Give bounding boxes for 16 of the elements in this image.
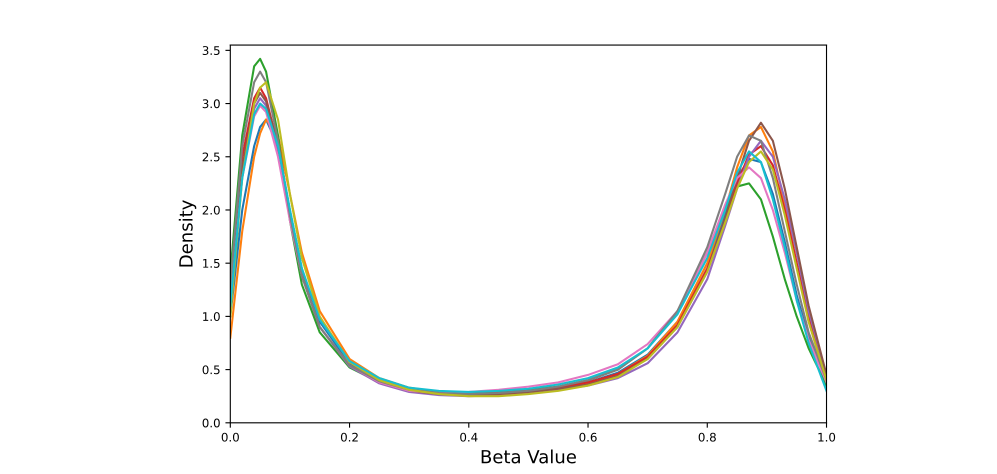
y-tick-label: 2.5: [202, 152, 220, 162]
x-tick-label: 0.8: [698, 432, 716, 442]
y-tick-label: 0.0: [202, 418, 220, 428]
y-tick-label: 2.0: [202, 206, 220, 215]
x-tick-label: 0.6: [579, 432, 597, 442]
y-tick-label: 3.5: [202, 46, 220, 56]
x-tick-label: 0.2: [340, 432, 358, 442]
x-axis-title: Beta Value: [482, 450, 576, 464]
x-tick-label: 0.0: [222, 432, 239, 442]
y-tick-label: 1.0: [203, 312, 220, 322]
y-tick-label: 3.0: [202, 99, 220, 108]
y-axis-title: Density: [178, 200, 196, 266]
x-tick-label: 1.0: [818, 432, 836, 442]
y-tick-label: 0.5: [202, 365, 220, 374]
y-tick-label: 1.5: [203, 259, 220, 268]
x-tick-label: 0.4: [460, 432, 478, 442]
